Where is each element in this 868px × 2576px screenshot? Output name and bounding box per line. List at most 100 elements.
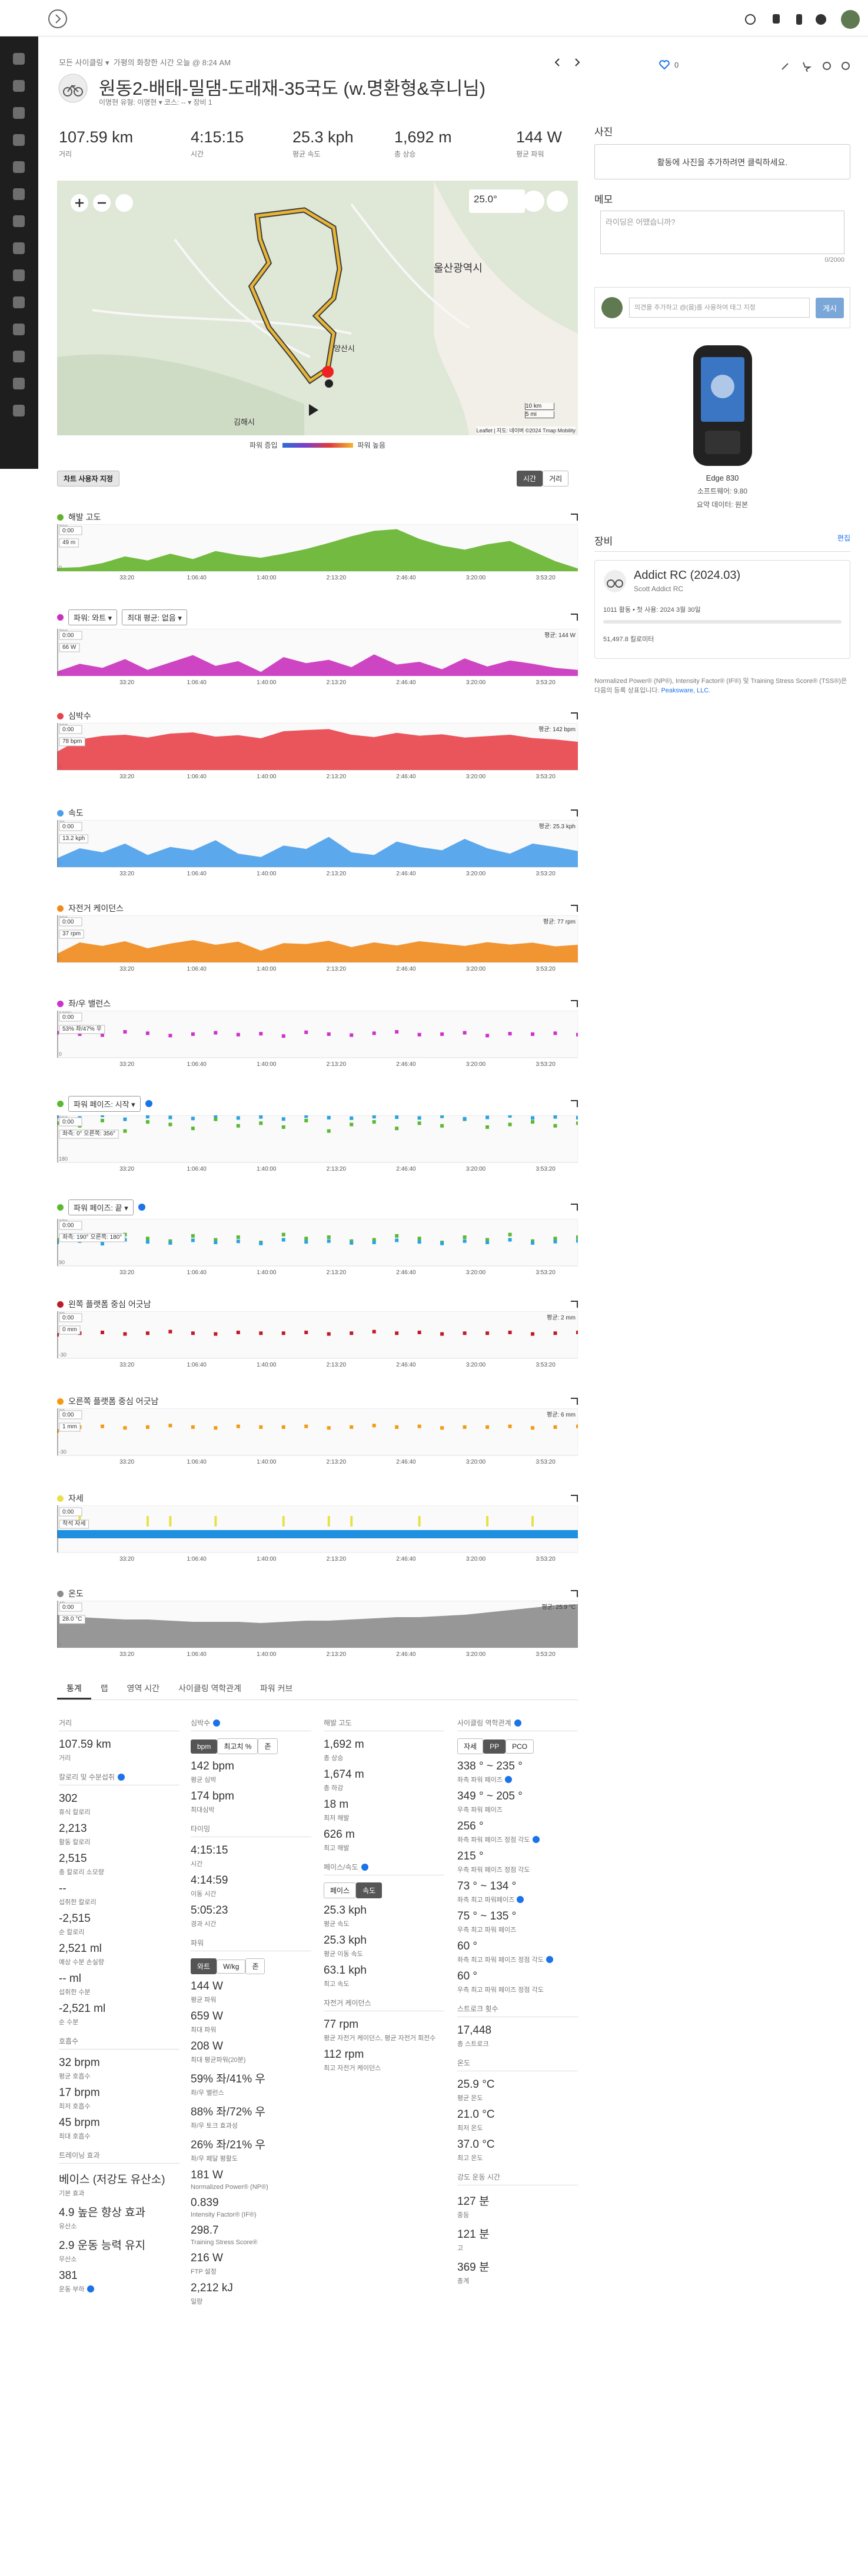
info-icon[interactable] [546,1956,553,1963]
chart-dropdown[interactable]: 파워: 와트 ▾ [68,609,118,625]
nav-icon[interactable] [13,188,25,200]
info-icon[interactable] [361,1863,368,1871]
nav-icon[interactable] [13,161,25,173]
expand-icon[interactable] [571,1495,578,1502]
info-icon[interactable] [138,1204,145,1211]
toggle-button[interactable]: 최고치 % [217,1738,258,1754]
toggle-button[interactable]: bpm [191,1739,218,1754]
activity-actions[interactable] [780,60,850,72]
expand-icon[interactable] [571,712,578,719]
chart-dropdown[interactable]: 최대 평균: 없음 ▾ [122,609,187,625]
customize-label[interactable]: 차트 사용자 지정 [57,471,119,486]
post-button[interactable]: 게시 [816,297,844,318]
activity-title[interactable]: 원동2-배태-밀댐-도래재-35국도 (w.명환형&후니님) [99,78,486,99]
expand-icon[interactable] [571,614,578,621]
trademark-link[interactable]: Peaksware, LLC. [661,687,711,694]
nav-icon[interactable] [13,134,25,146]
stat-value: 75 ° ~ 135 ° [457,1910,517,1922]
nav-icon[interactable] [13,215,25,227]
stat-label-text: 평균 파워 [191,1997,217,2004]
chart-plot[interactable]: 0:00 착석 자세 33:20 1:06:40 1:40:00 2:13:20 2:46:… [57,1505,578,1567]
notes-input[interactable]: 라이딩은 어땠습니까? [600,211,844,254]
chart-dropdown[interactable]: 파워 페이즈: 시작 ▾ [68,1095,141,1112]
nav-icon[interactable] [13,80,25,92]
info-icon[interactable] [532,1836,540,1843]
series-point [123,1426,127,1430]
toggle-button[interactable]: 존 [258,1738,278,1754]
tab[interactable]: 랩 [100,1684,108,1693]
nav-icon[interactable] [13,242,25,254]
nav-icon[interactable] [13,405,25,416]
series-point [304,1030,308,1034]
gear-card[interactable]: Addict RC (2024.03) Scott Addict RC 1011 … [594,560,850,659]
nav-icon[interactable] [13,351,25,362]
expand-icon[interactable] [571,1398,578,1405]
tab[interactable]: 통계 [57,1677,91,1699]
toggle-button[interactable]: 와트 [191,1958,217,1974]
axis-toggle[interactable]: 시간 거리 [517,471,569,486]
expand-icon[interactable] [571,1301,578,1308]
toggle-button[interactable]: PP [483,1739,506,1754]
expand-icon[interactable] [571,514,578,521]
info-icon[interactable] [504,1776,512,1783]
tab[interactable]: 영역 시간 [127,1684,160,1693]
toggle-button[interactable]: 존 [245,1958,265,1974]
photos-drop[interactable]: 활동에 사진을 추가하려면 클릭하세요. [594,144,850,179]
nav-icon[interactable] [13,107,25,119]
hover-time: 0:00 [62,1412,74,1418]
collapse-button[interactable] [47,8,68,29]
expand-icon[interactable] [571,1590,578,1597]
tab[interactable]: 사이클링 역학관계 [178,1684,242,1693]
like-icon[interactable] [659,60,670,69]
toggle-button[interactable]: PCO [505,1739,534,1754]
tabs[interactable]: 통계 랩 영역 시간 사이클링 역학관계 파워 커브 [57,1677,578,1700]
expand-icon[interactable] [571,1000,578,1007]
expand-icon[interactable] [571,905,578,912]
stat-value: 1,692 m [324,1738,364,1751]
info-icon[interactable] [213,1719,221,1727]
tab[interactable]: 파워 커브 [260,1684,293,1693]
info-icon[interactable] [514,1719,521,1727]
series-point [531,1239,535,1243]
gear-edit[interactable]: 편집 [837,534,850,542]
map[interactable]: 울산광역시 양산시 김해시 25.0° 10 km 5 mi Leaflet | 지도: 네… [57,181,578,435]
info-icon[interactable] [87,2285,94,2292]
customize-button[interactable]: 차트 사용자 지정 [57,471,119,486]
comment-input[interactable]: 의견을 추가하고 @(몹)를 사용하여 태그 지정 [629,298,810,318]
top-icons[interactable] [739,9,862,29]
distance-toggle[interactable]: 거리 [543,471,569,486]
info-icon[interactable] [145,1100,152,1107]
activity-icon [58,74,88,103]
expand-icon[interactable] [571,1100,578,1107]
like-area[interactable]: 0 [659,60,679,69]
nav-icon[interactable] [13,378,25,389]
nav-icon[interactable] [13,53,25,65]
chart-dropdown[interactable]: 파워 페이즈: 끝 ▾ [68,1199,134,1215]
toggle-button[interactable]: 페이스 [324,1882,357,1898]
expand-icon[interactable] [571,809,578,817]
info-icon[interactable] [118,1773,125,1781]
time-toggle[interactable]: 시간 [517,471,543,486]
expand-icon[interactable] [571,1204,578,1211]
nav-icon[interactable] [13,324,25,335]
nav-icon[interactable] [13,296,25,308]
breadcrumb-link[interactable]: 모든 사이클링 ▾ [59,58,109,67]
info-icon[interactable] [517,1896,524,1903]
toggle-button[interactable]: 자세 [457,1738,484,1754]
pager[interactable] [553,56,583,68]
breadcrumb[interactable]: 모든 사이클링 ▾ 가평의 화창한 시간 오늘 @ 8:24 AM [59,56,231,68]
nav-icon[interactable] [13,269,25,281]
toggle-button[interactable]: 속도 [356,1882,383,1898]
toggle-button[interactable]: W/kg [217,1960,246,1974]
